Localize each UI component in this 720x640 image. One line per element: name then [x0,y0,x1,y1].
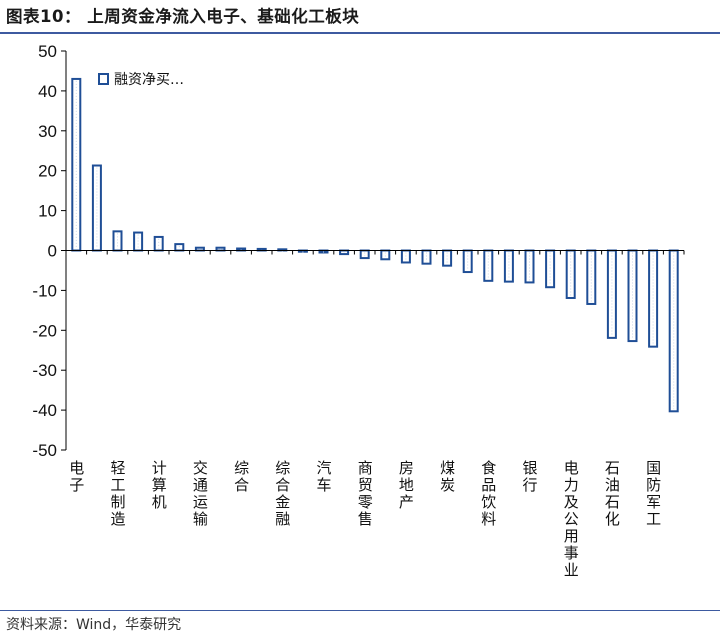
bar [174,243,185,252]
y-tick-label: 40 [38,82,57,101]
bar [627,249,638,343]
bar [421,249,432,265]
x-tick-label: 轻工制造 [109,460,127,528]
source-note: 资料来源：Wind，华泰研究 [6,617,182,633]
y-tick-label: -50 [32,441,57,460]
bar [91,164,102,252]
top-divider [0,32,720,34]
y-tick-label: 50 [38,42,57,61]
y-tick-label: 0 [48,242,57,261]
x-tick-label: 房地产 [397,460,415,511]
y-axis: 50 40 30 20 10 0 -10 -20 -30 -40 -50 [32,42,67,460]
y-tick-label: -10 [32,281,57,300]
bottom-divider [0,610,720,611]
x-tick-label: 汽车 [315,460,333,494]
y-tick-label: -40 [32,401,57,420]
x-tick-label: 综合金融 [273,460,291,528]
legend-label: 融资净买… [114,72,184,88]
bar [380,249,391,261]
bar-chart: 50 40 30 20 10 0 -10 -20 -30 -40 -50 电子 轻工制造 计算机 交通运输… [32,42,685,579]
chart-title: 图表10： 上周资金净流入电子、基础化工板块 [6,7,360,26]
x-tick-label: 国防军工 [644,460,662,528]
legend-swatch [98,73,109,85]
x-tick-label: 交通运输 [191,459,209,528]
x-tick-label: 计算机 [150,460,168,511]
x-tick-label: 综合 [232,460,250,494]
bar [359,249,370,260]
y-tick-label: 20 [38,162,57,181]
x-tick-label: 石油石化 [603,460,621,528]
y-tick-label: -30 [32,361,57,380]
bar [524,249,535,284]
x-axis: 电子 轻工制造 计算机 交通运输 综合 综合金融 汽车 商贸零售 房地产 煤炭 食品饮料 银行 电力及公… [65,250,685,579]
bars [71,77,679,413]
y-tick-label: 30 [38,122,57,141]
x-tick-label: 银行 [521,460,539,494]
x-tick-label: 食品饮料 [479,460,497,528]
x-tick-label: 电力及公用事业 [562,460,580,579]
x-tick-label: 煤炭 [438,460,456,494]
bar [71,77,82,252]
legend: 融资净买… [98,72,184,88]
x-tick-label: 商贸零售 [356,460,374,528]
y-tick-label: -20 [32,321,57,340]
bar [483,249,494,282]
y-tick-label: 10 [38,202,57,221]
bar [462,249,473,274]
x-tick-label: 电子 [67,460,85,494]
